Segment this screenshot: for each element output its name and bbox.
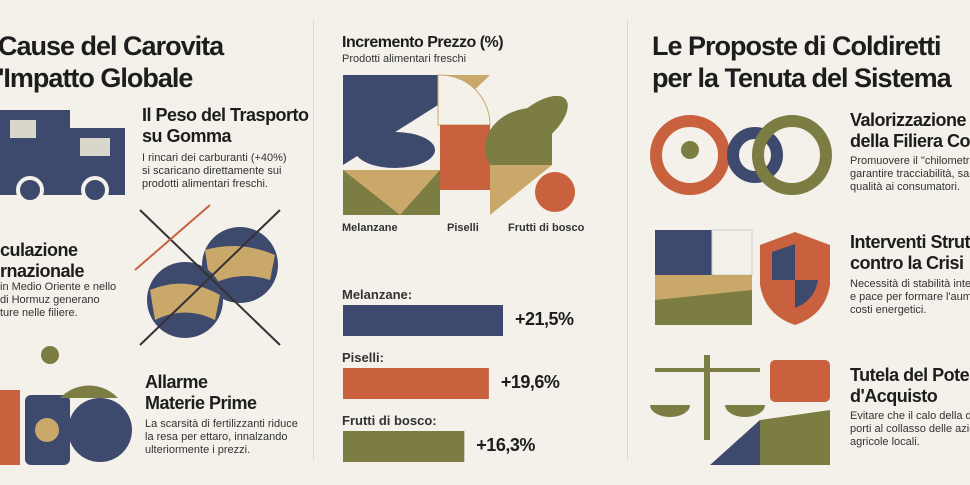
- section-heading: Materie Prime: [145, 393, 257, 413]
- divider: [313, 20, 314, 460]
- title: 'Impatto Globale: [0, 63, 193, 93]
- title: Le Proposte di Coldiretti: [652, 31, 942, 61]
- section-body: ture nelle filiere.: [0, 307, 78, 319]
- chart-subtitle: Prodotti alimentari freschi: [342, 53, 467, 65]
- bar-category: Frutti di bosco:: [342, 413, 437, 428]
- section-heading: d'Acquisto: [850, 386, 938, 406]
- bar: [343, 368, 489, 399]
- section-body: agricole locali.: [850, 436, 920, 448]
- divider: [627, 20, 628, 460]
- bar: [343, 431, 465, 462]
- value-label: +16,3%: [476, 435, 535, 455]
- section-body: si scaricano direttamente sui: [142, 165, 282, 177]
- section-body: I rincari dei carburanti (+40%): [142, 152, 287, 164]
- section-heading: su Gomma: [142, 126, 232, 146]
- section-heading: contro la Crisi: [850, 253, 964, 273]
- chart-title: Incremento Prezzo (%): [342, 34, 504, 51]
- section-heading: Allarme: [145, 372, 208, 392]
- section-body: e pace per formare l'aume: [850, 291, 970, 303]
- section-body: ulteriormente i prezzi.: [145, 444, 251, 456]
- section-heading: Valorizzazione: [850, 110, 967, 130]
- icon-label: Melanzane: [342, 222, 398, 234]
- section-body: la resa per ettaro, innalzando: [145, 431, 288, 443]
- section-heading: Interventi Strut: [850, 232, 970, 252]
- section-body: garantire tracciabilità, salu: [850, 168, 970, 180]
- section-heading: Il Peso del Trasporto: [142, 105, 309, 125]
- icon-label: Frutti di bosco: [508, 222, 585, 234]
- section-body: costi energetici.: [850, 304, 927, 316]
- section-body: prodotti alimentari freschi.: [142, 178, 268, 190]
- bar-category: Piselli:: [342, 350, 384, 365]
- section-body: Necessità di stabilità intern: [850, 278, 970, 290]
- icon-label: Piselli: [447, 222, 479, 234]
- section-body: Promuovere il "chilometro: [850, 155, 970, 167]
- title: Cause del Carovita: [0, 31, 224, 61]
- section-heading: rnazionale: [0, 261, 85, 281]
- value-label: +21,5%: [515, 309, 574, 329]
- section-body: porti al collasso delle azien: [850, 423, 970, 435]
- section-body: di Hormuz generano: [0, 294, 100, 306]
- section-body: in Medio Oriente e nello: [0, 281, 117, 293]
- section-heading: della Filiera Co: [850, 131, 970, 151]
- section-body: qualità ai consumatori.: [850, 181, 961, 193]
- section-body: Evitare che il calo della do: [850, 410, 970, 422]
- section-heading: culazione: [0, 240, 78, 260]
- bar: [343, 305, 503, 336]
- section-body: La scarsità di fertilizzanti riduce: [145, 418, 298, 430]
- title: per la Tenuta del Sistema: [652, 63, 952, 93]
- bar-category: Melanzane:: [342, 287, 413, 302]
- section-heading: Tutela del Pote: [850, 365, 970, 385]
- value-label: +19,6%: [500, 372, 560, 392]
